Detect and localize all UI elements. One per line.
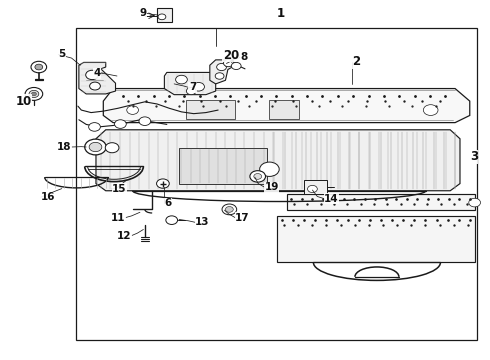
Bar [186,100,235,119]
Circle shape [157,179,169,188]
Circle shape [222,204,237,215]
Polygon shape [164,72,216,95]
Circle shape [193,82,204,91]
Circle shape [308,185,318,193]
Text: 12: 12 [117,231,132,240]
Circle shape [260,162,279,176]
Circle shape [35,64,43,70]
Circle shape [250,171,266,182]
Text: 15: 15 [112,184,126,194]
Text: 6: 6 [164,198,171,208]
Text: 9: 9 [139,8,147,18]
Text: 14: 14 [324,194,339,204]
Text: 20: 20 [223,49,239,62]
Polygon shape [79,62,116,94]
Circle shape [115,120,126,129]
Circle shape [139,117,151,126]
Polygon shape [103,89,470,123]
Text: 2: 2 [352,55,361,68]
Bar [179,148,267,184]
Text: 11: 11 [111,213,125,222]
Text: 1: 1 [277,7,285,20]
Circle shape [254,174,262,179]
Polygon shape [210,60,235,84]
Text: 19: 19 [265,182,279,192]
Text: 10: 10 [15,95,31,108]
Circle shape [29,90,39,98]
Bar [76,28,477,339]
Circle shape [186,87,196,95]
Polygon shape [277,216,475,262]
Text: 5: 5 [58,49,66,59]
Bar [157,8,171,22]
Text: 7: 7 [189,82,196,93]
Text: 4: 4 [94,68,101,78]
Circle shape [25,87,43,100]
Circle shape [215,73,224,79]
Circle shape [105,143,119,153]
Circle shape [89,123,100,131]
Text: 16: 16 [41,192,55,202]
Circle shape [469,198,481,207]
Circle shape [231,62,241,69]
Circle shape [90,82,100,90]
Text: 1: 1 [277,7,285,20]
Circle shape [223,59,233,67]
Text: 8: 8 [240,52,247,62]
Circle shape [158,14,166,20]
Bar [270,100,299,119]
Circle shape [225,207,233,212]
Polygon shape [287,194,475,211]
Circle shape [85,139,106,155]
Text: 3: 3 [470,150,478,163]
Circle shape [175,75,187,84]
Bar [304,180,327,194]
Circle shape [217,63,226,71]
Circle shape [31,61,47,73]
Circle shape [89,142,102,152]
Text: 17: 17 [235,213,250,222]
Circle shape [423,105,438,116]
Circle shape [86,70,98,80]
Circle shape [127,106,139,114]
Polygon shape [96,130,460,191]
Text: 18: 18 [57,142,72,152]
Text: 13: 13 [195,217,210,227]
Circle shape [166,216,177,225]
Circle shape [31,92,36,96]
